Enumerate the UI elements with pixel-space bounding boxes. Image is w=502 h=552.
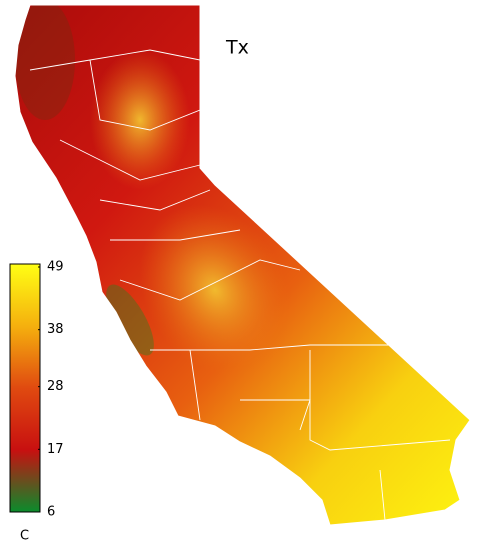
colorbar-tick-label: 17 xyxy=(47,442,64,457)
colorbar-tick-label: 38 xyxy=(47,322,64,337)
colorbar-tick-label: 49 xyxy=(47,260,64,275)
colorbar-unit: C xyxy=(20,529,29,544)
colorbar-tick-label: 6 xyxy=(47,505,55,520)
map-title: Tx xyxy=(225,37,249,59)
colorbar xyxy=(9,263,41,513)
colorbar-tick-label: 28 xyxy=(47,379,64,394)
